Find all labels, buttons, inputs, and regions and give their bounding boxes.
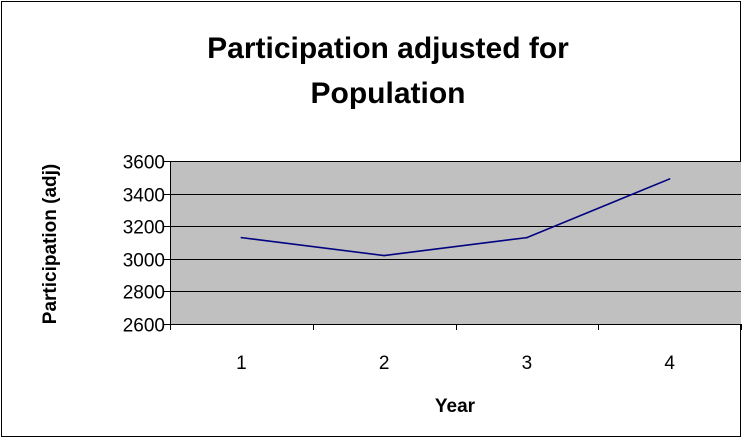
- tick-labels: 2600 2800 3000 3200 3400 3600 1 2 3 4: [123, 153, 676, 375]
- y-tick-label-4: 3400: [123, 186, 165, 207]
- y-tick-label-0: 2600: [123, 316, 165, 337]
- data-point-0-0: [240, 236, 243, 239]
- x-tick-label-3: 4: [664, 353, 675, 374]
- y-tick-label-1: 2800: [123, 283, 165, 304]
- x-tick-label-1: 2: [379, 353, 390, 374]
- data-point-0-3: [668, 178, 671, 180]
- y-tick-label-3: 3200: [123, 218, 165, 239]
- axes: [164, 161, 742, 330]
- y-tick-label-5: 3600: [123, 153, 165, 174]
- series-line-0: [241, 178, 670, 257]
- data-series: [240, 178, 671, 257]
- data-point-0-2: [526, 236, 528, 239]
- x-axis-title: Year: [435, 396, 476, 417]
- chart-title-line1: Participation adjusted for: [207, 32, 569, 65]
- x-tick-label-2: 3: [522, 353, 533, 374]
- gridlines: [170, 161, 741, 292]
- y-axis-title: Participation (adj): [40, 164, 61, 324]
- chart-title-line2: Population: [311, 77, 466, 110]
- x-tick-label-0: 1: [236, 353, 247, 374]
- y-tick-label-2: 3000: [123, 251, 165, 272]
- data-point-0-1: [383, 254, 385, 257]
